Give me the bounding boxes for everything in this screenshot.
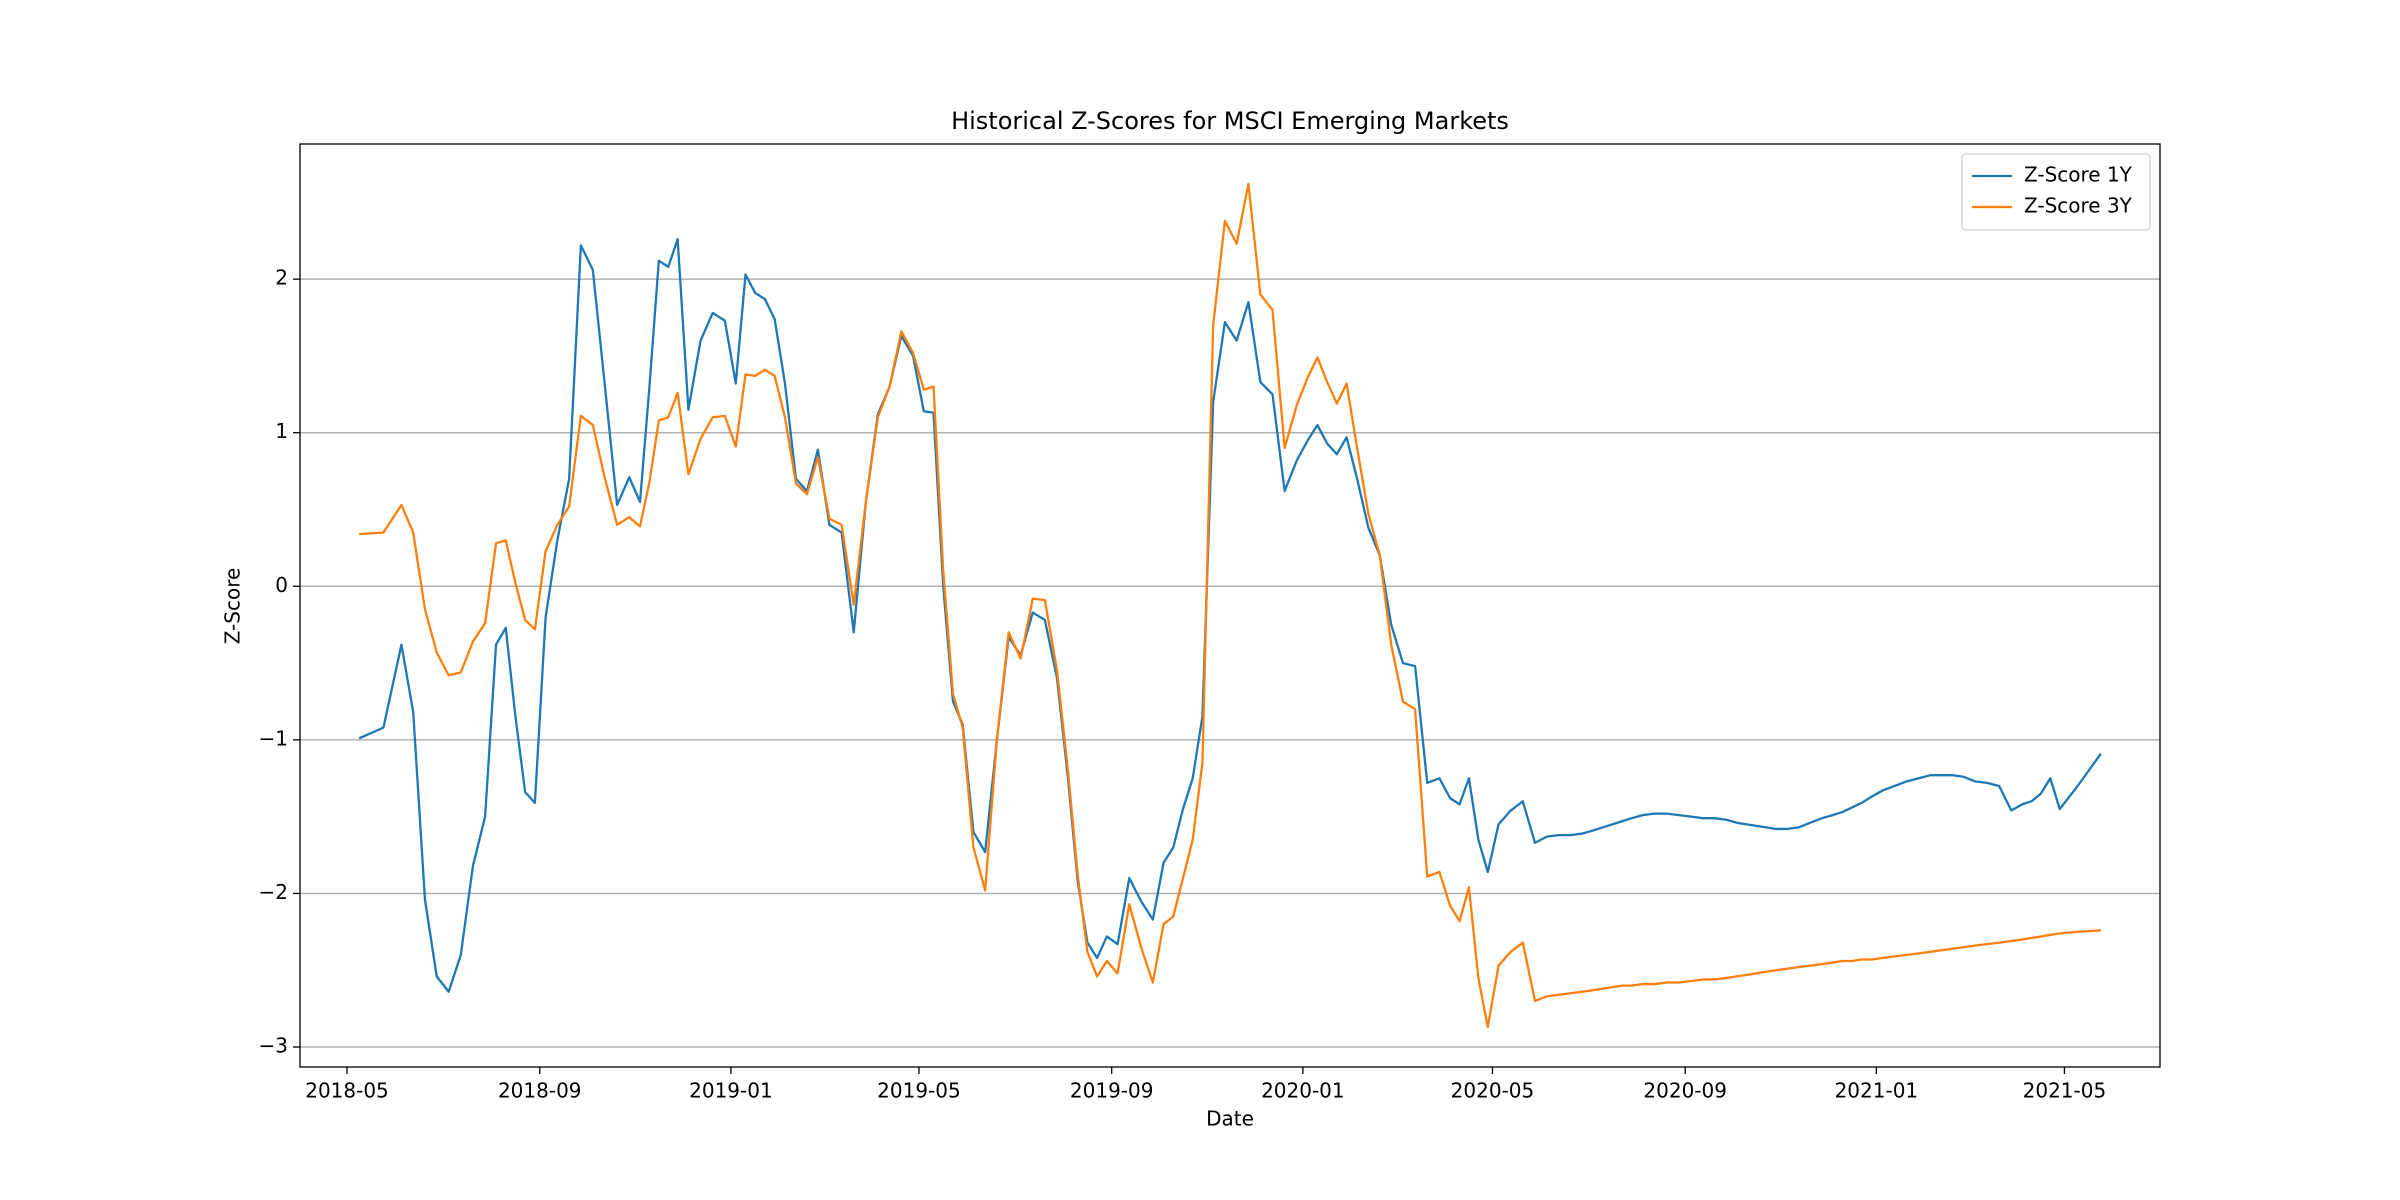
y-tick-label: −3 bbox=[259, 1034, 288, 1058]
plot-frame bbox=[299, 143, 2161, 1068]
y-tick-label: −2 bbox=[259, 880, 288, 904]
x-tick-label: 2019-09 bbox=[1070, 1079, 1154, 1103]
x-tick-label: 2018-05 bbox=[305, 1079, 389, 1103]
y-tick-label: 1 bbox=[275, 419, 288, 443]
x-axis-label: Date bbox=[1206, 1107, 1254, 1131]
x-tick-label: 2019-05 bbox=[877, 1079, 961, 1103]
y-tick-label: 0 bbox=[275, 573, 288, 597]
x-tick-label: 2021-01 bbox=[1835, 1079, 1919, 1103]
line-series bbox=[358, 238, 2102, 993]
y-tick-label: 2 bbox=[275, 266, 288, 290]
line-series bbox=[359, 182, 2101, 1029]
y-axis-label: Z-Score bbox=[221, 568, 245, 645]
y-tick-label: −1 bbox=[259, 726, 288, 750]
chart-title: Historical Z-Scores for MSCI Emerging Ma… bbox=[951, 107, 1509, 135]
x-tick-label: 2019-01 bbox=[689, 1079, 773, 1103]
legend-box bbox=[1961, 153, 2151, 231]
x-tick-label: 2020-09 bbox=[1643, 1079, 1727, 1103]
x-tick-label: 2020-01 bbox=[1261, 1079, 1345, 1103]
x-tick-label: 2018-09 bbox=[498, 1079, 582, 1103]
legend-label: Z-Score 1Y bbox=[2024, 163, 2133, 187]
x-tick-label: 2020-05 bbox=[1451, 1079, 1535, 1103]
x-tick-label: 2021-05 bbox=[2023, 1079, 2107, 1103]
legend-label: Z-Score 3Y bbox=[2024, 194, 2133, 218]
legend: Z-Score 1Y Z-Score 3Y bbox=[1961, 153, 2151, 231]
